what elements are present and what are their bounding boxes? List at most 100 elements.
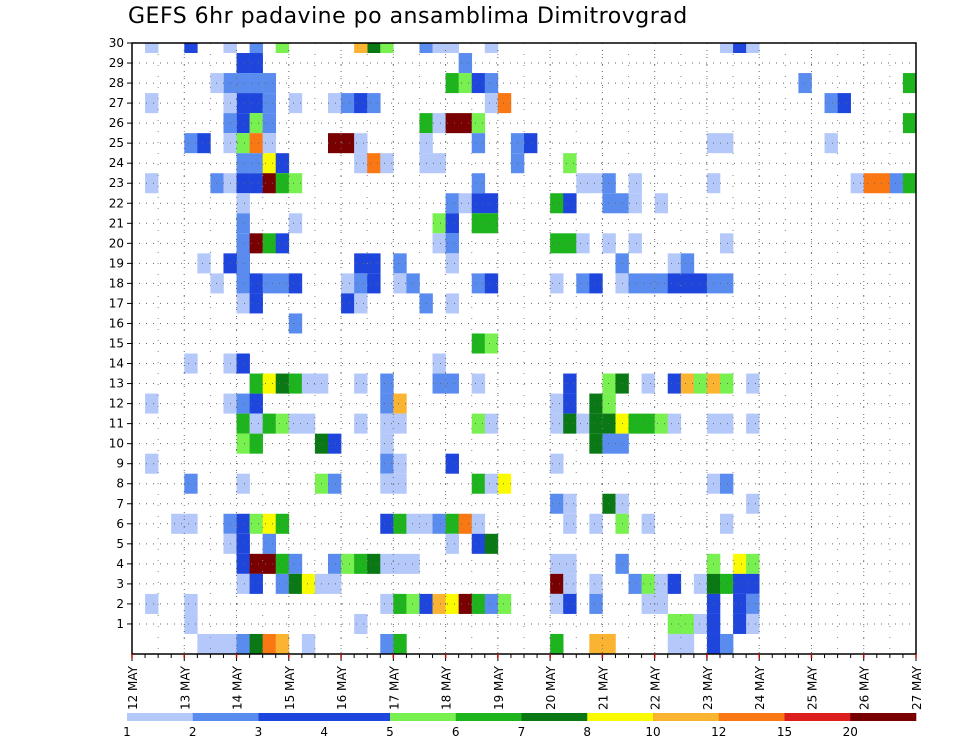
precip-cell bbox=[863, 173, 878, 194]
precip-cell bbox=[380, 633, 394, 654]
precip-cell bbox=[184, 513, 198, 534]
precip-cell bbox=[720, 473, 734, 494]
y-tick-label: 2 bbox=[116, 597, 124, 611]
precip-cell bbox=[393, 473, 407, 494]
precip-cell bbox=[288, 93, 303, 114]
precip-cell bbox=[876, 173, 891, 194]
precip-cell bbox=[589, 633, 603, 654]
y-tick-label: 15 bbox=[109, 336, 124, 350]
y-tick-label: 10 bbox=[109, 437, 124, 451]
precip-cell bbox=[184, 353, 198, 374]
precip-cell bbox=[288, 373, 303, 394]
precip-cell bbox=[589, 433, 603, 454]
precip-cell bbox=[628, 573, 642, 594]
precip-cell bbox=[680, 613, 695, 634]
precip-cell bbox=[145, 43, 159, 54]
precip-cell bbox=[262, 533, 277, 554]
precip-cell bbox=[484, 413, 499, 434]
precip-cell bbox=[432, 153, 446, 174]
y-tick-label: 20 bbox=[109, 236, 124, 250]
colorbar-legend: 1 2 3 4 5 6 7 8 10 12 15 20 bbox=[123, 713, 917, 739]
precip-cell bbox=[262, 153, 277, 174]
precip-cell bbox=[471, 193, 486, 214]
precip-cell bbox=[249, 113, 263, 134]
precip-cell bbox=[236, 233, 250, 254]
precip-cell bbox=[236, 273, 250, 294]
precip-cell bbox=[667, 613, 682, 634]
precip-cell bbox=[563, 573, 577, 594]
precip-cell bbox=[275, 513, 290, 534]
precip-cell bbox=[236, 73, 250, 94]
precip-cell bbox=[641, 413, 655, 434]
precip-cell bbox=[328, 553, 342, 574]
precip-cell bbox=[236, 553, 250, 574]
precip-cell bbox=[249, 553, 263, 574]
x-tick-label: 12 MAY bbox=[126, 665, 140, 710]
precip-cell bbox=[746, 613, 760, 634]
precip-cell bbox=[445, 213, 459, 234]
precip-cell bbox=[484, 213, 499, 234]
precip-cell bbox=[589, 413, 603, 434]
precip-cell bbox=[445, 593, 459, 614]
precip-cell bbox=[367, 43, 381, 54]
precip-cell bbox=[589, 573, 603, 594]
precip-cell bbox=[563, 393, 577, 414]
precip-cell bbox=[602, 233, 616, 254]
precip-cell bbox=[288, 313, 303, 334]
precip-cell bbox=[393, 393, 407, 414]
precip-cell bbox=[380, 393, 394, 414]
precip-cell bbox=[236, 413, 250, 434]
precip-cell bbox=[693, 573, 708, 594]
precip-cell bbox=[236, 193, 250, 214]
x-tick-label: 18 MAY bbox=[440, 665, 454, 710]
precip-cell bbox=[341, 553, 355, 574]
y-tick-label: 25 bbox=[109, 136, 124, 150]
precip-cell bbox=[249, 413, 263, 434]
colorbar-swatch bbox=[324, 713, 391, 721]
precip-cell bbox=[733, 573, 747, 594]
x-tick-label: 14 MAY bbox=[231, 665, 245, 710]
y-tick-label: 1 bbox=[116, 617, 124, 631]
precip-cell bbox=[354, 273, 368, 294]
colorbar-label: 4 bbox=[320, 725, 328, 739]
precip-cell bbox=[654, 573, 669, 594]
precip-cell bbox=[680, 253, 695, 274]
precip-cell bbox=[654, 273, 669, 294]
precip-cell bbox=[484, 73, 499, 94]
precip-cell bbox=[171, 513, 185, 534]
precip-cell bbox=[249, 273, 263, 294]
precip-cell bbox=[341, 293, 355, 314]
y-tick-label: 4 bbox=[116, 557, 124, 571]
precip-cell bbox=[380, 433, 394, 454]
precip-cell bbox=[236, 153, 250, 174]
precip-cell bbox=[249, 93, 263, 114]
precip-cell bbox=[249, 293, 263, 314]
precip-cell bbox=[236, 633, 250, 654]
precip-cell bbox=[458, 593, 473, 614]
y-tick-label: 3 bbox=[116, 577, 124, 591]
precip-cell bbox=[262, 173, 277, 194]
precip-cell bbox=[746, 593, 760, 614]
precip-cell bbox=[419, 43, 433, 54]
precip-cell bbox=[184, 473, 198, 494]
precip-cell bbox=[432, 593, 446, 614]
precip-cell bbox=[406, 513, 420, 534]
precip-cell bbox=[550, 453, 564, 474]
precip-cell bbox=[458, 73, 473, 94]
y-tick-label: 14 bbox=[109, 357, 124, 371]
precip-cell bbox=[471, 173, 486, 194]
precip-cell bbox=[380, 453, 394, 474]
colorbar-swatch bbox=[390, 713, 457, 721]
precip-cell bbox=[445, 253, 459, 274]
precip-cell bbox=[393, 553, 407, 574]
y-tick-label: 26 bbox=[109, 116, 124, 130]
precip-cell bbox=[249, 393, 263, 414]
precip-cell bbox=[576, 173, 590, 194]
precip-cell bbox=[236, 433, 250, 454]
precip-cell bbox=[471, 73, 486, 94]
precip-cell bbox=[236, 253, 250, 274]
precip-cell bbox=[432, 513, 446, 534]
precip-cell bbox=[380, 413, 394, 434]
precip-cell bbox=[563, 513, 577, 534]
